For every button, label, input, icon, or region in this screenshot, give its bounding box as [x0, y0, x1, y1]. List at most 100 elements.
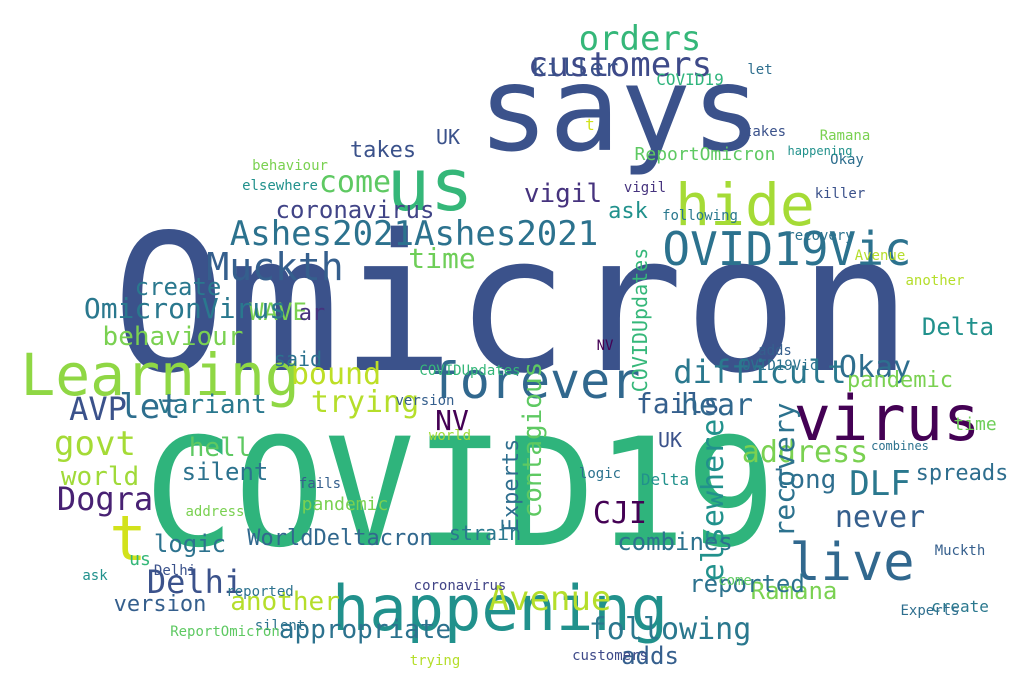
word-ashes2021ashes2021: Ashes2021Ashes2021	[230, 214, 598, 254]
word-silent: silent	[182, 458, 269, 486]
word-coronavirus: coronavirus	[414, 578, 507, 594]
word-avenue: Avenue	[489, 579, 612, 619]
word-contagious: contagious	[518, 362, 548, 519]
word-spreads: spreads	[916, 461, 1009, 486]
word-delta: Delta	[922, 313, 994, 341]
word-omicronvirus: OmicronVirus	[84, 292, 286, 325]
word-never: never	[835, 500, 925, 535]
word-elsewhere: elsewhere	[242, 178, 318, 194]
word-following: following	[662, 208, 738, 224]
word-time: time	[408, 242, 475, 275]
word-covidupdates: COVIDUpdates	[419, 363, 520, 379]
word-happening: happening	[787, 144, 852, 158]
word-trying: trying	[410, 653, 461, 669]
word-long: long	[774, 465, 837, 495]
word-ovid19vic: OVID19Vic	[742, 358, 818, 374]
word-fails: fails	[299, 476, 341, 492]
word-let: let	[747, 62, 772, 78]
word-delhi: Delhi	[154, 563, 196, 579]
word-worlddeltacron: WorldDeltacron	[247, 526, 432, 551]
word-come: come	[718, 573, 752, 589]
word-difficult: difficult	[673, 353, 846, 391]
word-variant: variant	[157, 390, 267, 420]
word-muckth: Muckth	[206, 245, 343, 289]
word-us: us	[387, 143, 474, 227]
word-another: another	[905, 273, 964, 289]
word-hell: hell	[189, 433, 252, 463]
word-killer: killer	[532, 54, 619, 82]
word-create: create	[135, 273, 222, 301]
word-behaviour: behaviour	[252, 158, 328, 174]
word-covid19: COVID19	[656, 70, 723, 89]
word-uk: UK	[658, 428, 682, 452]
word-appropriate: appropriate	[279, 615, 451, 645]
word-delta: Delta	[641, 470, 689, 489]
word-us: us	[129, 549, 151, 570]
word-takes: takes	[744, 124, 786, 140]
word-learning: Learning	[20, 341, 299, 409]
word-let: let	[119, 387, 180, 427]
word-wave: WAVE	[249, 298, 307, 326]
word-following: following	[589, 612, 752, 647]
word-reported: reported	[689, 570, 805, 598]
word-recovery: recovery	[768, 403, 801, 538]
word-dlf: DLF	[849, 464, 910, 504]
word-silent: silent	[255, 618, 306, 634]
word-ask: ask	[608, 199, 648, 224]
word-orders: orders	[579, 19, 702, 59]
word-virus: virus	[794, 382, 981, 455]
word-address: address	[742, 435, 868, 470]
word-combines: combines	[871, 439, 929, 453]
word-reportomicron: ReportOmicron	[170, 624, 280, 640]
word-govt: govt	[54, 424, 136, 464]
word-create: create	[931, 597, 989, 616]
word-pandemic: pandemic	[302, 494, 389, 515]
word-t: t	[109, 502, 146, 575]
word-world: world	[61, 462, 139, 492]
word-happening: happening	[332, 572, 668, 645]
word-avp: AVP	[69, 390, 127, 428]
word-t: t	[585, 115, 595, 134]
word-address: address	[185, 504, 244, 520]
word-nv: NV	[597, 338, 614, 354]
word-bound: bound	[291, 357, 381, 392]
word-recovery: recovery	[786, 228, 853, 244]
word-cji: CJI	[593, 496, 647, 531]
word-trying: trying	[311, 385, 419, 420]
word-reportomicron: ReportOmicron	[635, 144, 776, 165]
word-elsewhere: elsewhere	[696, 419, 731, 582]
word-vigil: vigil	[624, 180, 666, 196]
word-version: version	[114, 592, 207, 617]
word-covid19: COVID19	[144, 407, 776, 581]
word-strain: strain	[449, 521, 521, 545]
word-vigil: vigil	[524, 179, 602, 209]
word-nv: NV	[435, 404, 469, 437]
word-combines: combines	[617, 528, 733, 556]
word-uk: UK	[436, 125, 460, 149]
word-ramana: Ramana	[751, 577, 838, 605]
word-ask: ask	[82, 568, 108, 584]
word-pandemic: pandemic	[847, 368, 953, 393]
word-logic: logic	[154, 530, 226, 558]
word-delhi: Delhi	[147, 563, 243, 601]
word-behaviour: behaviour	[103, 322, 244, 352]
word-experts: Experts	[499, 439, 524, 532]
word-experts: Experts	[900, 603, 959, 619]
word-live: live	[789, 533, 914, 593]
word-another: another	[230, 587, 340, 617]
word-covidupdates: COVIDUpdates	[628, 248, 652, 393]
word-forever: forever	[430, 352, 641, 410]
word-avenue: Avenue	[855, 248, 906, 264]
word-come: come	[319, 165, 391, 200]
word-reported: reported	[226, 584, 293, 600]
word-said: said	[274, 347, 322, 371]
word-okay: Okay	[830, 152, 864, 168]
word-logic: logic	[579, 466, 621, 482]
word-customers: customers	[572, 648, 648, 664]
word-ar: ar	[299, 301, 326, 326]
word-version: version	[395, 393, 454, 409]
word-adds: adds	[621, 642, 679, 670]
